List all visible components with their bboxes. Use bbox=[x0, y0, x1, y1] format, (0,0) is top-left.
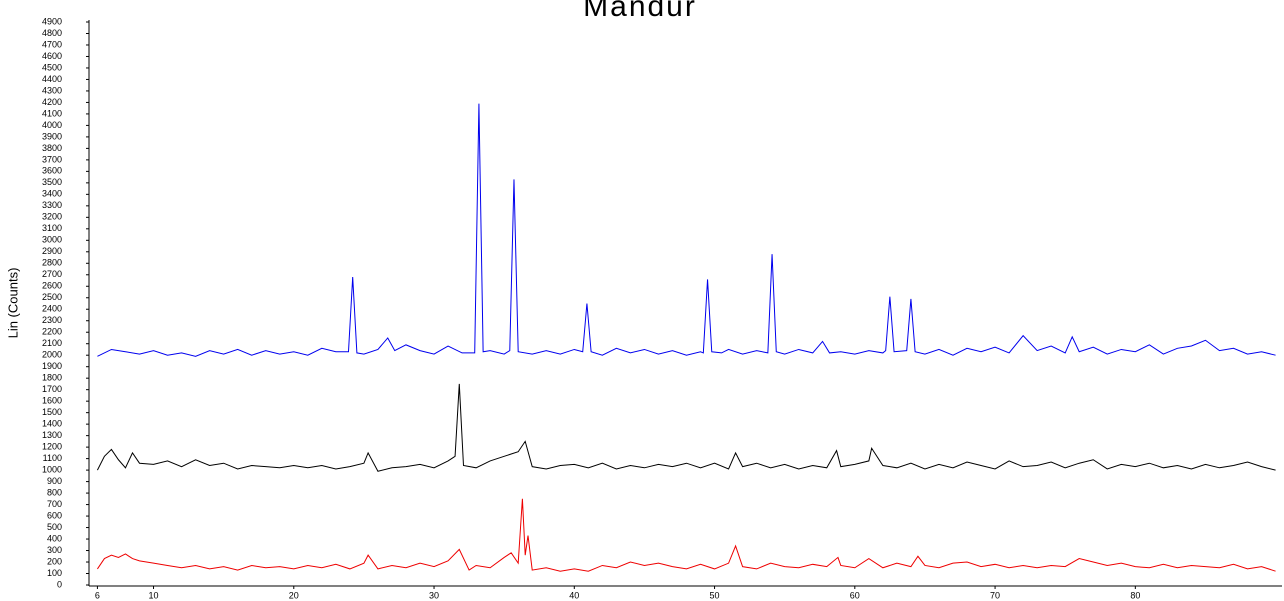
y-tick-label: 1200 bbox=[42, 441, 62, 451]
y-tick-label: 3500 bbox=[42, 177, 62, 187]
y-tick-label: 1000 bbox=[42, 464, 62, 474]
y-tick-label: 2400 bbox=[42, 304, 62, 314]
y-tick-label: 500 bbox=[47, 522, 62, 532]
y-tick-label: 3400 bbox=[42, 189, 62, 199]
y-tick-label: 2700 bbox=[42, 269, 62, 279]
x-tick-label: 60 bbox=[850, 590, 860, 600]
y-tick-label: 1900 bbox=[42, 361, 62, 371]
y-tick-label: 2300 bbox=[42, 315, 62, 325]
y-tick-label: 4800 bbox=[42, 28, 62, 38]
y-tick-label: 4000 bbox=[42, 120, 62, 130]
series-line bbox=[97, 498, 1276, 572]
series-line bbox=[97, 103, 1276, 357]
y-tick-label: 2100 bbox=[42, 338, 62, 348]
y-tick-label: 3000 bbox=[42, 235, 62, 245]
y-tick-label: 300 bbox=[47, 545, 62, 555]
x-tick-label: 10 bbox=[149, 590, 159, 600]
x-tick-label: 40 bbox=[569, 590, 579, 600]
x-tick-label: 50 bbox=[710, 590, 720, 600]
y-tick-label: 3600 bbox=[42, 166, 62, 176]
y-tick-label: 1500 bbox=[42, 407, 62, 417]
y-tick-label: 4900 bbox=[42, 16, 62, 26]
y-tick-label: 2500 bbox=[42, 292, 62, 302]
x-tick-label: 20 bbox=[289, 590, 299, 600]
x-tick-label: 70 bbox=[990, 590, 1000, 600]
y-axis-label: Lin (Counts) bbox=[5, 268, 20, 339]
y-tick-label: 700 bbox=[47, 499, 62, 509]
y-tick-label: 2900 bbox=[42, 246, 62, 256]
y-tick-label: 1700 bbox=[42, 384, 62, 394]
y-tick-label: 2600 bbox=[42, 281, 62, 291]
y-tick-label: 1400 bbox=[42, 419, 62, 429]
x-tick-label: 6 bbox=[95, 590, 100, 600]
y-tick-label: 2200 bbox=[42, 327, 62, 337]
y-tick-label: 200 bbox=[47, 556, 62, 566]
y-tick-label: 3300 bbox=[42, 200, 62, 210]
y-tick-label: 3100 bbox=[42, 223, 62, 233]
y-tick-label: 3800 bbox=[42, 143, 62, 153]
x-tick-label: 30 bbox=[429, 590, 439, 600]
y-tick-label: 4400 bbox=[42, 74, 62, 84]
y-tick-label: 4200 bbox=[42, 97, 62, 107]
y-tick-label: 4500 bbox=[42, 62, 62, 72]
y-tick-label: 2000 bbox=[42, 350, 62, 360]
y-tick-label: 1600 bbox=[42, 396, 62, 406]
y-tick-label: 2800 bbox=[42, 258, 62, 268]
y-tick-label: 0 bbox=[57, 579, 62, 589]
chart-title: Mandur bbox=[583, 0, 697, 23]
y-tick-label: 800 bbox=[47, 487, 62, 497]
y-tick-label: 4300 bbox=[42, 85, 62, 95]
y-tick-label: 900 bbox=[47, 476, 62, 486]
y-tick-label: 3700 bbox=[42, 154, 62, 164]
y-tick-label: 3900 bbox=[42, 131, 62, 141]
y-tick-label: 1100 bbox=[43, 453, 62, 463]
y-tick-label: 4100 bbox=[42, 108, 62, 118]
y-tick-label: 400 bbox=[47, 533, 62, 543]
y-tick-label: 3200 bbox=[42, 212, 62, 222]
y-tick-label: 1800 bbox=[42, 373, 62, 383]
y-tick-label: 100 bbox=[47, 568, 62, 578]
y-tick-label: 4700 bbox=[42, 39, 62, 49]
x-tick-label: 80 bbox=[1130, 590, 1140, 600]
y-tick-label: 1300 bbox=[42, 430, 62, 440]
y-tick-label: 600 bbox=[47, 510, 62, 520]
series-line bbox=[96, 383, 1276, 472]
y-tick-label: 4600 bbox=[42, 51, 62, 61]
